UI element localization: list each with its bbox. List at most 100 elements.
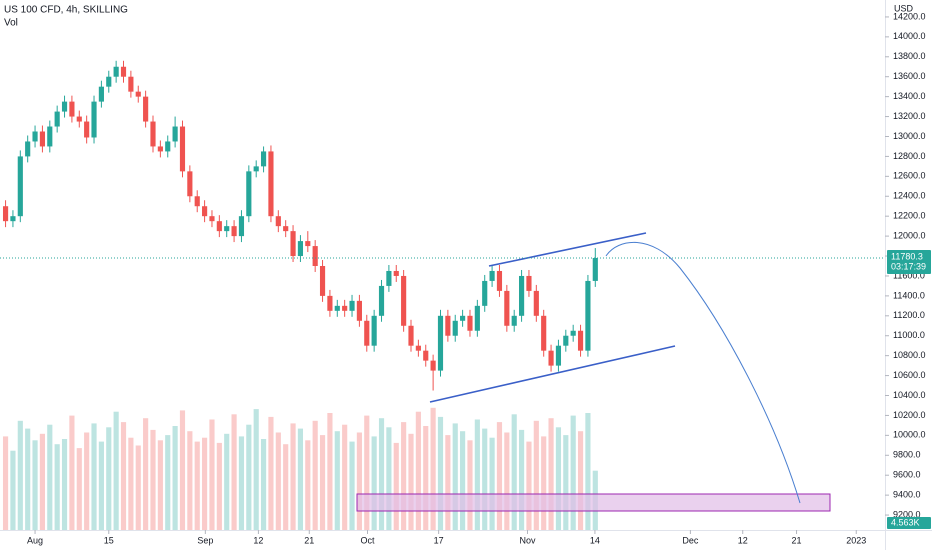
- volume-bar: [570, 415, 576, 530]
- candle-body: [106, 76, 112, 87]
- volume-bar: [541, 436, 547, 530]
- volume-bar: [349, 441, 355, 530]
- candle-body: [349, 300, 355, 311]
- volume-bar: [327, 413, 333, 530]
- volume-bar: [518, 429, 525, 530]
- volume-bar: [238, 436, 245, 530]
- x-tick-label: Sep: [197, 535, 213, 545]
- candle-body: [592, 257, 598, 281]
- candle-body: [386, 270, 392, 286]
- volume-bar: [194, 441, 200, 530]
- volume-bar: [504, 432, 510, 530]
- volume-bar: [386, 427, 392, 530]
- x-tick-label: 15: [104, 535, 114, 545]
- candle-body: [541, 315, 547, 351]
- y-tick-label: 9800.0: [893, 450, 921, 460]
- candle-body: [577, 330, 584, 351]
- candle-body: [76, 116, 82, 122]
- volume-bar: [69, 415, 75, 530]
- channel-upper: [488, 232, 647, 267]
- y-tick-label: 12600.0: [893, 171, 926, 181]
- y-tick-label: 14200.0: [893, 11, 926, 21]
- candle-body: [371, 315, 377, 346]
- candle-body: [401, 275, 407, 326]
- y-tick-label: 10000.0: [893, 430, 926, 440]
- volume-bar: [305, 440, 311, 530]
- candle-body: [187, 171, 193, 197]
- axis-layer: 9200.0 9400.0 9600.0 9800.0 10000.0 10200.0 10…: [0, 11, 931, 545]
- volume-bar: [496, 422, 503, 530]
- volume-bar: [128, 437, 134, 530]
- candle-body: [157, 146, 163, 152]
- y-tick-label: 11200.0: [893, 310, 925, 320]
- y-tick-label: 10600.0: [893, 370, 926, 380]
- y-tick-label: 12200.0: [893, 211, 926, 221]
- projection-arc: [605, 242, 801, 504]
- candle-body: [533, 290, 539, 316]
- candle-body: [69, 101, 75, 117]
- volume-bar: [437, 416, 444, 530]
- candle-body: [253, 166, 259, 172]
- candle-body: [460, 315, 466, 321]
- candle-body: [445, 315, 451, 336]
- x-tick-label: 12: [253, 535, 263, 545]
- y-tick-label: 12400.0: [893, 191, 926, 201]
- volume-bar: [430, 407, 436, 530]
- candle-body: [224, 226, 230, 232]
- volume-bar: [231, 414, 237, 530]
- volume-bar: [408, 433, 414, 530]
- candle-body: [496, 270, 503, 291]
- volume-bar: [113, 411, 119, 530]
- candle-body: [452, 320, 458, 336]
- y-tick-label: 9200.0: [893, 509, 921, 519]
- x-tick-label: 17: [434, 535, 444, 545]
- volume-bar: [202, 437, 208, 530]
- y-tick-label: 11600.0: [893, 270, 925, 280]
- candle-body: [342, 305, 348, 311]
- volume-bar: [76, 448, 82, 530]
- candle-body: [172, 126, 178, 142]
- candle-body: [378, 285, 385, 316]
- x-tick-label: Dec: [682, 535, 699, 545]
- channel-lower: [429, 345, 676, 403]
- candle-body: [61, 101, 68, 112]
- candle-body: [216, 221, 222, 232]
- candle-body: [194, 196, 200, 207]
- volume-bar: [91, 423, 97, 530]
- y-tick-label: 12800.0: [893, 151, 926, 161]
- countdown: 03:17:39: [891, 261, 926, 271]
- candle-body: [482, 280, 488, 306]
- x-tick-label: 14: [590, 535, 600, 545]
- volume-bar: [47, 424, 53, 530]
- volume-bar: [32, 440, 38, 530]
- volume-bar: [526, 441, 532, 530]
- candle-body: [165, 141, 171, 152]
- candle-body: [555, 345, 562, 366]
- candle-body: [39, 131, 46, 147]
- candle-body: [209, 216, 215, 222]
- volume-bar: [511, 414, 517, 530]
- volume-bar: [216, 442, 222, 530]
- candle-body: [319, 265, 326, 296]
- candle-body: [143, 96, 149, 122]
- volume-bar: [312, 420, 318, 530]
- volume-bar: [401, 422, 407, 530]
- volume-bar: [378, 418, 385, 530]
- candle-body: [290, 231, 296, 257]
- volume-bar: [2, 436, 9, 530]
- volume-bar: [165, 435, 171, 530]
- candle-body: [364, 320, 370, 346]
- y-tick-label: 13000.0: [893, 131, 926, 141]
- volume-bar: [356, 432, 362, 530]
- volume-bar: [150, 429, 156, 530]
- candle-body: [275, 216, 281, 227]
- y-tick-label: 13200.0: [893, 111, 926, 121]
- volume-bar: [533, 420, 539, 530]
- volume-label-box: [887, 517, 931, 529]
- candle-body: [260, 151, 267, 167]
- candle-body: [415, 345, 421, 351]
- volume-bar: [187, 431, 193, 530]
- volume-bar: [489, 437, 495, 530]
- volume-bar: [172, 426, 178, 530]
- volume-bar: [54, 444, 60, 530]
